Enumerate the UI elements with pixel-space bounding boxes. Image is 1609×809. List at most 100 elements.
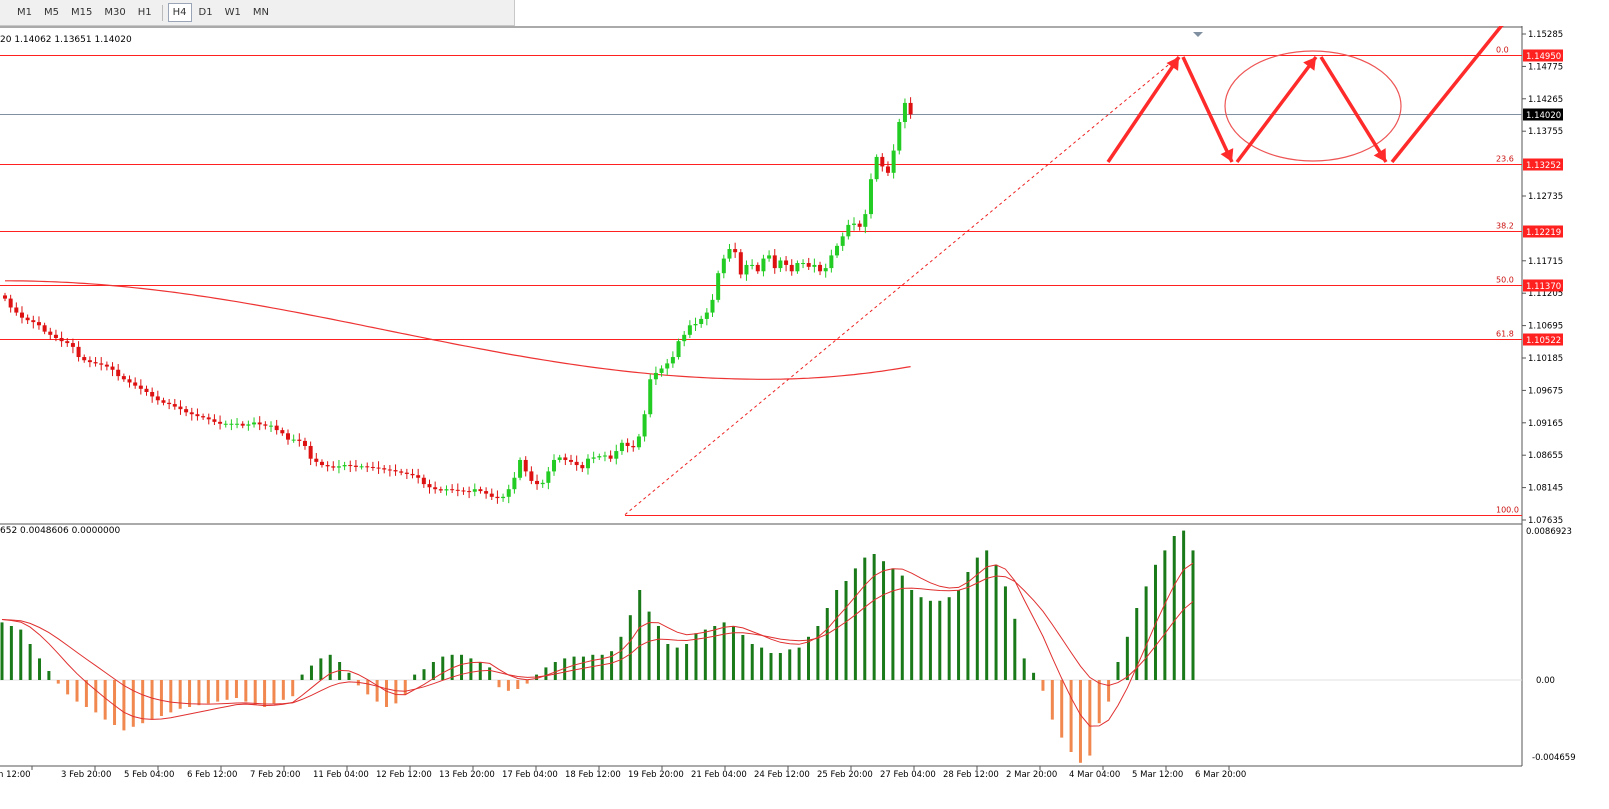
projection-arrow-shaft (1181, 56, 1234, 163)
candle-body (518, 459, 523, 478)
price-tick-label: 1.15285 (1528, 30, 1563, 40)
fib-ratio-label: 0.0 (1496, 46, 1509, 55)
macd-histogram-bar (206, 680, 210, 704)
macd-histogram-bar (1153, 564, 1157, 680)
timeframe-button-m5[interactable]: M5 (44, 7, 59, 18)
candle-body (387, 469, 392, 471)
time-axis-label: 25 Feb 20:00 (817, 770, 873, 780)
macd-histogram-bar (197, 680, 201, 706)
macd-histogram-bar (338, 662, 342, 680)
candle-body (523, 459, 528, 472)
macd-histogram-bar (750, 644, 754, 680)
candle-body (512, 477, 517, 490)
macd-histogram-bar (928, 600, 932, 680)
candle-body (608, 455, 613, 459)
macd-histogram-bar (47, 671, 51, 680)
candle-body (540, 482, 545, 485)
timeframe-button-h1[interactable]: H1 (137, 7, 152, 18)
price-tick-label: 1.11715 (1528, 257, 1563, 267)
timeframe-button-mn[interactable]: MN (252, 7, 269, 18)
timeframe-button-d1[interactable]: D1 (198, 7, 213, 18)
candle-body (574, 461, 579, 466)
fib-price-badge (1523, 333, 1563, 346)
candle-body (70, 343, 75, 347)
macd-histogram-bar (488, 667, 492, 680)
macd-histogram-bar (938, 600, 942, 680)
candle-body (116, 369, 121, 377)
candle-body (393, 470, 398, 472)
macd-histogram-bar (431, 662, 435, 680)
macd-histogram-bar (28, 644, 32, 680)
candle-body (280, 430, 285, 434)
macd-histogram-bar (703, 629, 707, 680)
candle-body (778, 260, 783, 269)
candle-body (784, 260, 789, 265)
macd-histogram-bar (38, 658, 42, 680)
candle-body (885, 166, 890, 173)
indicator-tick-label: 0.0086923 (1526, 527, 1572, 537)
macd-histogram-bar (1032, 672, 1036, 680)
candle-body (246, 424, 251, 426)
price-tick-label: 1.07635 (1528, 516, 1563, 526)
indicator-tick-label: -0.004659 (1532, 753, 1576, 763)
candle-body (195, 414, 200, 417)
candle-body (489, 493, 494, 497)
candle-body (48, 331, 53, 335)
candle-body (585, 458, 590, 469)
candle-body (484, 491, 489, 494)
candle-body (829, 255, 834, 269)
chart-area[interactable]: 20 1.14062 1.13651 1.14020 652 0.0048606 … (0, 26, 1609, 809)
candle-body (31, 320, 36, 323)
price-tick-label: 1.11205 (1528, 289, 1563, 299)
projection-arrow-shaft (1235, 55, 1318, 164)
candle-body (331, 466, 336, 468)
macd-histogram-bar (244, 680, 248, 702)
macd-histogram-bar (9, 626, 13, 680)
candle-body (552, 459, 557, 472)
candle-body (404, 472, 409, 474)
projection-ellipse (1224, 50, 1402, 162)
macd-histogram-bar (647, 611, 651, 680)
macd-histogram-bar (234, 680, 238, 698)
macd-histogram-bar (910, 590, 914, 680)
candle-body (563, 457, 568, 460)
macd-histogram-bar (863, 557, 867, 680)
macd-histogram-bar (216, 680, 220, 702)
macd-histogram-bar (947, 597, 951, 680)
candle-body (461, 490, 466, 492)
current-price-label: 1.14020 (1526, 111, 1561, 121)
macd-histogram-bar (169, 680, 173, 713)
candle-body (818, 264, 823, 272)
fib-price-badge (1523, 49, 1563, 62)
candle-body (359, 466, 364, 468)
macd-histogram-bar (975, 557, 979, 680)
candle-body (150, 391, 155, 397)
candle-body (721, 258, 726, 274)
projection-arrow-shaft (1106, 56, 1181, 163)
candle-body (25, 317, 30, 321)
price-tick-label: 1.08145 (1528, 484, 1563, 494)
macd-histogram-bar (131, 680, 135, 727)
macd-histogram-bar (1144, 586, 1148, 680)
timeframe-button-h4[interactable]: H4 (167, 3, 192, 22)
timeframe-button-m30[interactable]: M30 (104, 7, 126, 18)
macd-histogram-bar (591, 654, 595, 680)
timeframe-button-w1[interactable]: W1 (224, 7, 241, 18)
time-axis-label: 12 Feb 12:00 (376, 770, 432, 780)
timeframe-button-m1[interactable]: M1 (17, 7, 32, 18)
macd-histogram-bar (1191, 550, 1195, 680)
macd-histogram-bar (441, 656, 445, 680)
macd-histogram-bar (422, 669, 426, 680)
candle-body (823, 268, 828, 272)
price-tick-label: 1.10185 (1528, 354, 1563, 364)
candle-body (761, 258, 766, 272)
candle-body (727, 249, 732, 259)
candle-body (455, 489, 460, 491)
macd-histogram-bar (1060, 680, 1064, 738)
macd-histogram-bar (525, 680, 529, 684)
candle-body (93, 362, 98, 364)
macd-histogram-bar (291, 680, 295, 697)
timeframe-button-m15[interactable]: M15 (71, 7, 93, 18)
macd-histogram-bar (1078, 680, 1082, 763)
projection-arrowhead-icon (1373, 148, 1386, 162)
